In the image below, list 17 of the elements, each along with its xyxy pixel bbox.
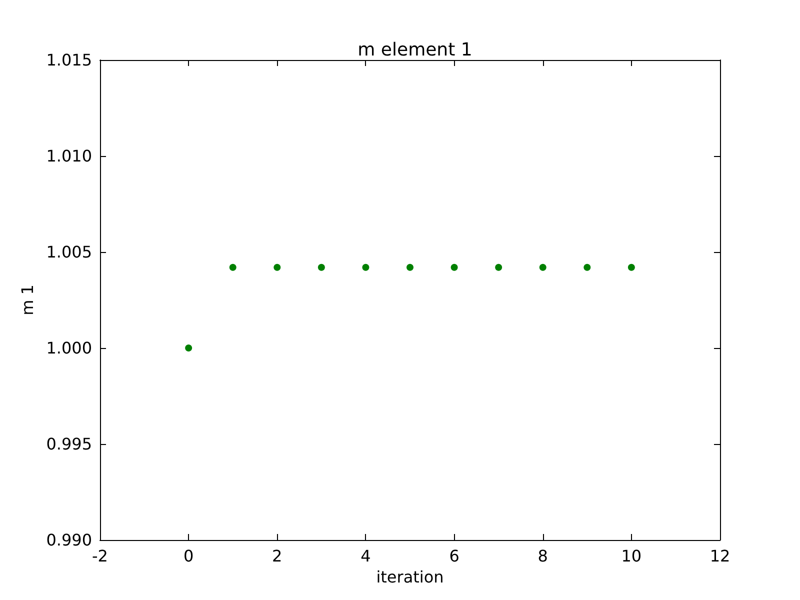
y-tick-label: 1.005 [46,242,92,262]
x-tick-label: -2 [92,546,108,566]
x-tick-label: 10 [621,546,642,566]
y-axis-title: m 1 [18,284,37,316]
x-tick-label: 2 [272,546,282,566]
y-tick-label: 1.015 [46,50,92,70]
x-tick-label: 8 [538,546,548,566]
y-tick-label: 1.010 [46,146,92,166]
x-tick-label: 6 [449,546,460,566]
x-tick-label: 12 [710,546,730,566]
chart-title: m element 1 [358,40,472,60]
y-tick-label: 0.990 [46,530,92,550]
x-tick-label: 4 [360,546,371,566]
y-tick-label: 0.995 [46,434,92,454]
x-axis-title: iteration [376,567,444,586]
y-tick-label: 1.000 [46,338,92,358]
x-tick-label: 0 [183,546,194,566]
